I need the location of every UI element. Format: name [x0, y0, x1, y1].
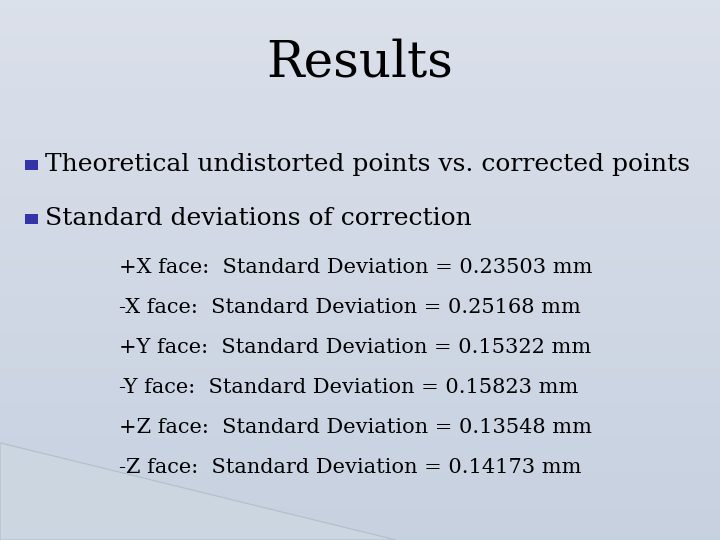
Text: -X face:  Standard Deviation = 0.25168 mm: -X face: Standard Deviation = 0.25168 mm [119, 298, 580, 317]
Bar [25, 214, 38, 224]
Bar [25, 160, 38, 170]
Polygon shape [0, 443, 396, 540]
Text: +Y face:  Standard Deviation = 0.15322 mm: +Y face: Standard Deviation = 0.15322 mm [119, 338, 591, 357]
Text: -Z face:  Standard Deviation = 0.14173 mm: -Z face: Standard Deviation = 0.14173 mm [119, 457, 581, 477]
Text: +X face:  Standard Deviation = 0.23503 mm: +X face: Standard Deviation = 0.23503 mm [119, 258, 593, 277]
Text: -Y face:  Standard Deviation = 0.15823 mm: -Y face: Standard Deviation = 0.15823 mm [119, 377, 578, 397]
Text: Results: Results [266, 38, 454, 87]
Text: +Z face:  Standard Deviation = 0.13548 mm: +Z face: Standard Deviation = 0.13548 mm [119, 417, 592, 437]
Text: Standard deviations of correction: Standard deviations of correction [45, 207, 472, 230]
Text: Theoretical undistorted points vs. corrected points: Theoretical undistorted points vs. corre… [45, 153, 690, 176]
